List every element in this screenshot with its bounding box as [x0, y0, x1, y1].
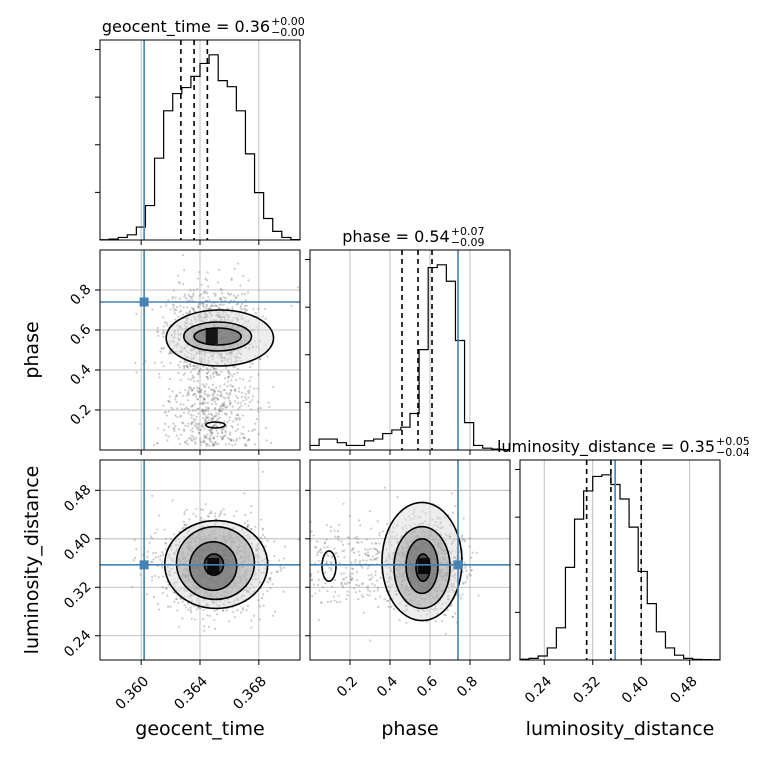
- histogram-luminosity_distance: [519, 474, 721, 661]
- axes-frame: [519, 459, 721, 661]
- axes-frame: [309, 459, 511, 661]
- density-core: [207, 558, 220, 575]
- contour-level-1: [188, 541, 238, 592]
- contour-level-2: [393, 525, 451, 610]
- scatter-panel-geocent_time-phase: 0.20.40.60.8: [67, 249, 301, 455]
- contour-level-1: [405, 537, 439, 595]
- scatter-panel-phase-luminosity_distance: 0.2 0.4 0.6 0.8: [305, 459, 511, 700]
- axes-frame: [309, 249, 511, 451]
- title-plus: +0.00: [271, 15, 305, 28]
- axis-labels: geocent_time phase luminosity_distancephas…: [21, 321, 714, 740]
- panel-title-geocent_time: geocent_time = 0.36 +0.00−0.00: [102, 15, 305, 39]
- contour-level-2: [165, 309, 275, 367]
- title-minus: −0.00: [271, 26, 305, 39]
- truth-marker: [139, 560, 149, 570]
- ylabel-luminosity_distance: luminosity_distance: [21, 466, 43, 655]
- title-main: geocent_time = 0.36: [102, 17, 270, 37]
- title-main: luminosity_distance = 0.35: [497, 437, 715, 457]
- contour-level-1: [183, 321, 253, 352]
- title-minus: −0.09: [451, 236, 485, 249]
- title-main: phase = 0.54: [342, 227, 449, 246]
- xlabel-geocent_time: geocent_time: [135, 718, 264, 740]
- contour-level-0: [193, 327, 242, 346]
- truth-marker: [453, 560, 463, 570]
- title-minus: −0.04: [716, 446, 750, 459]
- hist-panel-phase: phase = 0.54 +0.07−0.09: [305, 225, 511, 455]
- density-core: [205, 328, 218, 344]
- hist-panel-geocent_time: geocent_time = 0.36 +0.00−0.00: [95, 15, 305, 245]
- xlabel-phase: phase: [381, 718, 438, 740]
- title-plus: +0.07: [451, 225, 485, 238]
- panel-title-luminosity_distance: luminosity_distance = 0.35 +0.05−0.04: [497, 435, 750, 459]
- panel-title-phase: phase = 0.54 +0.07−0.09: [342, 225, 484, 249]
- contour-level-0: [415, 553, 431, 583]
- xlabel-luminosity_distance: luminosity_distance: [526, 718, 715, 740]
- ylabel-phase: phase: [21, 321, 43, 378]
- contour-level-2: [175, 525, 256, 601]
- contour-island: [205, 421, 226, 429]
- truth-marker: [139, 297, 149, 307]
- histogram-geocent_time: [99, 54, 301, 241]
- histogram-phase: [309, 264, 511, 451]
- title-plus: +0.05: [716, 435, 750, 448]
- density-core: [418, 558, 430, 575]
- contour-island: [321, 550, 337, 583]
